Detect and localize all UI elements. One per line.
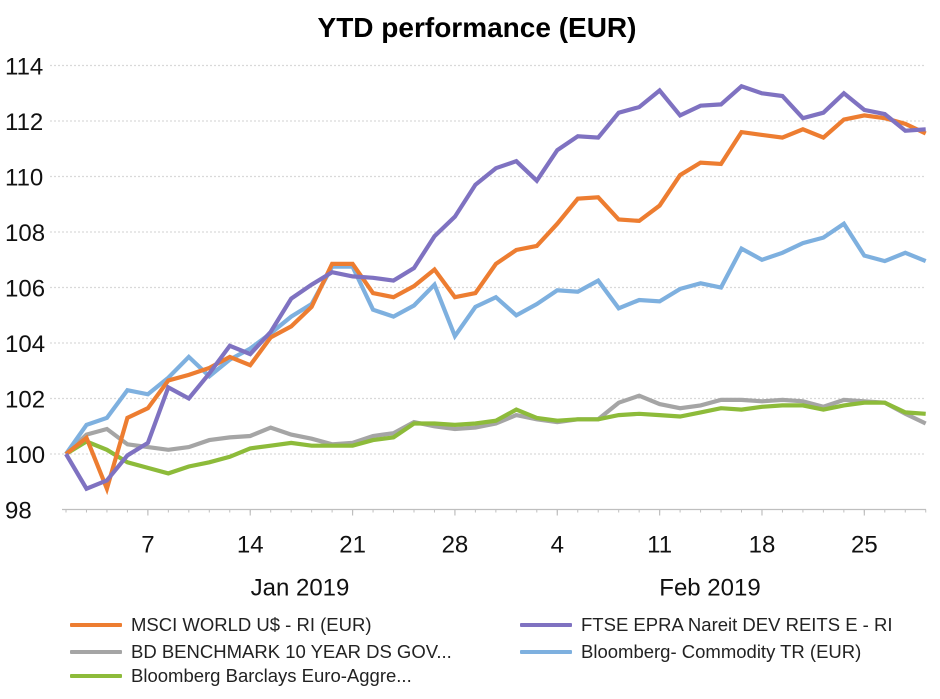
y-tick-label: 100	[5, 442, 45, 469]
y-tick-label: 106	[5, 276, 45, 303]
x-tick-label: 4	[551, 532, 564, 559]
series-line-bloomberg-barclays-euro-aggre	[64, 400, 926, 476]
y-tick-label: 110	[5, 165, 43, 192]
y-tick-label: 114	[5, 54, 43, 81]
x-tick-label: 7	[141, 532, 154, 559]
y-tick-label: 104	[5, 331, 45, 358]
legend-item-bloomberg-commodity[interactable]: Bloomberg- Commodity TR (EUR)	[520, 641, 861, 663]
legend-label: Bloomberg- Commodity TR (EUR)	[581, 641, 862, 662]
y-tick-label: 108	[5, 220, 45, 247]
legend-item-bloomberg-barclays[interactable]: Bloomberg Barclays Euro-Aggre...	[70, 665, 412, 687]
y-tick-label: 112	[5, 109, 43, 136]
x-tick-label: 28	[442, 532, 469, 559]
x-tick-label: 11	[647, 532, 672, 559]
chart-title: YTD performance (EUR)	[317, 12, 637, 43]
x-month-label: Jan 2019	[251, 575, 350, 602]
line-chart: 98 100 102 104 106 108 110 112 114 7 14 21 28 4 11 18 2…	[5, 54, 927, 602]
legend-item-msci-world[interactable]: MSCI WORLD U$ - RI (EUR)	[70, 614, 372, 636]
series-lines	[64, 83, 927, 496]
series-line-msci-world-u-ri-eur	[64, 113, 927, 496]
series-line-ftse-epra-nareit-dev-reits-e-ri	[64, 83, 926, 492]
legend-swatch-orange	[70, 623, 122, 627]
legend-label: Bloomberg Barclays Euro-Aggre...	[131, 665, 412, 686]
legend-swatch-purple	[520, 623, 572, 627]
x-tick-label: 14	[237, 532, 264, 559]
legend-swatch-light-blue	[520, 650, 572, 654]
y-tick-label: 98	[5, 498, 32, 525]
legend-item-ftse-epra[interactable]: FTSE EPRA Nareit DEV REITS E - RI	[520, 614, 892, 636]
legend-swatch-green	[70, 674, 122, 678]
series-line-bd-benchmark-10-year-ds-gov	[64, 393, 927, 456]
legend-label: BD BENCHMARK 10 YEAR DS GOV...	[131, 641, 452, 662]
x-tick-label: 18	[749, 532, 776, 559]
y-tick-label: 102	[5, 387, 45, 414]
x-month-label: Feb 2019	[659, 575, 760, 602]
y-axis: 98 100 102 104 106 108 110 112 114	[5, 54, 45, 525]
legend-label: FTSE EPRA Nareit DEV REITS E - RI	[581, 614, 893, 635]
legend-label: MSCI WORLD U$ - RI (EUR)	[131, 614, 372, 635]
x-axis: 7 14 21 28 4 11 18 25 Jan 2019 Feb 2019	[62, 508, 927, 602]
x-tick-label: 21	[339, 532, 366, 559]
x-tick-label: 25	[851, 532, 878, 559]
legend-item-bd-benchmark[interactable]: BD BENCHMARK 10 YEAR DS GOV...	[70, 641, 452, 663]
legend-swatch-gray	[70, 650, 122, 654]
